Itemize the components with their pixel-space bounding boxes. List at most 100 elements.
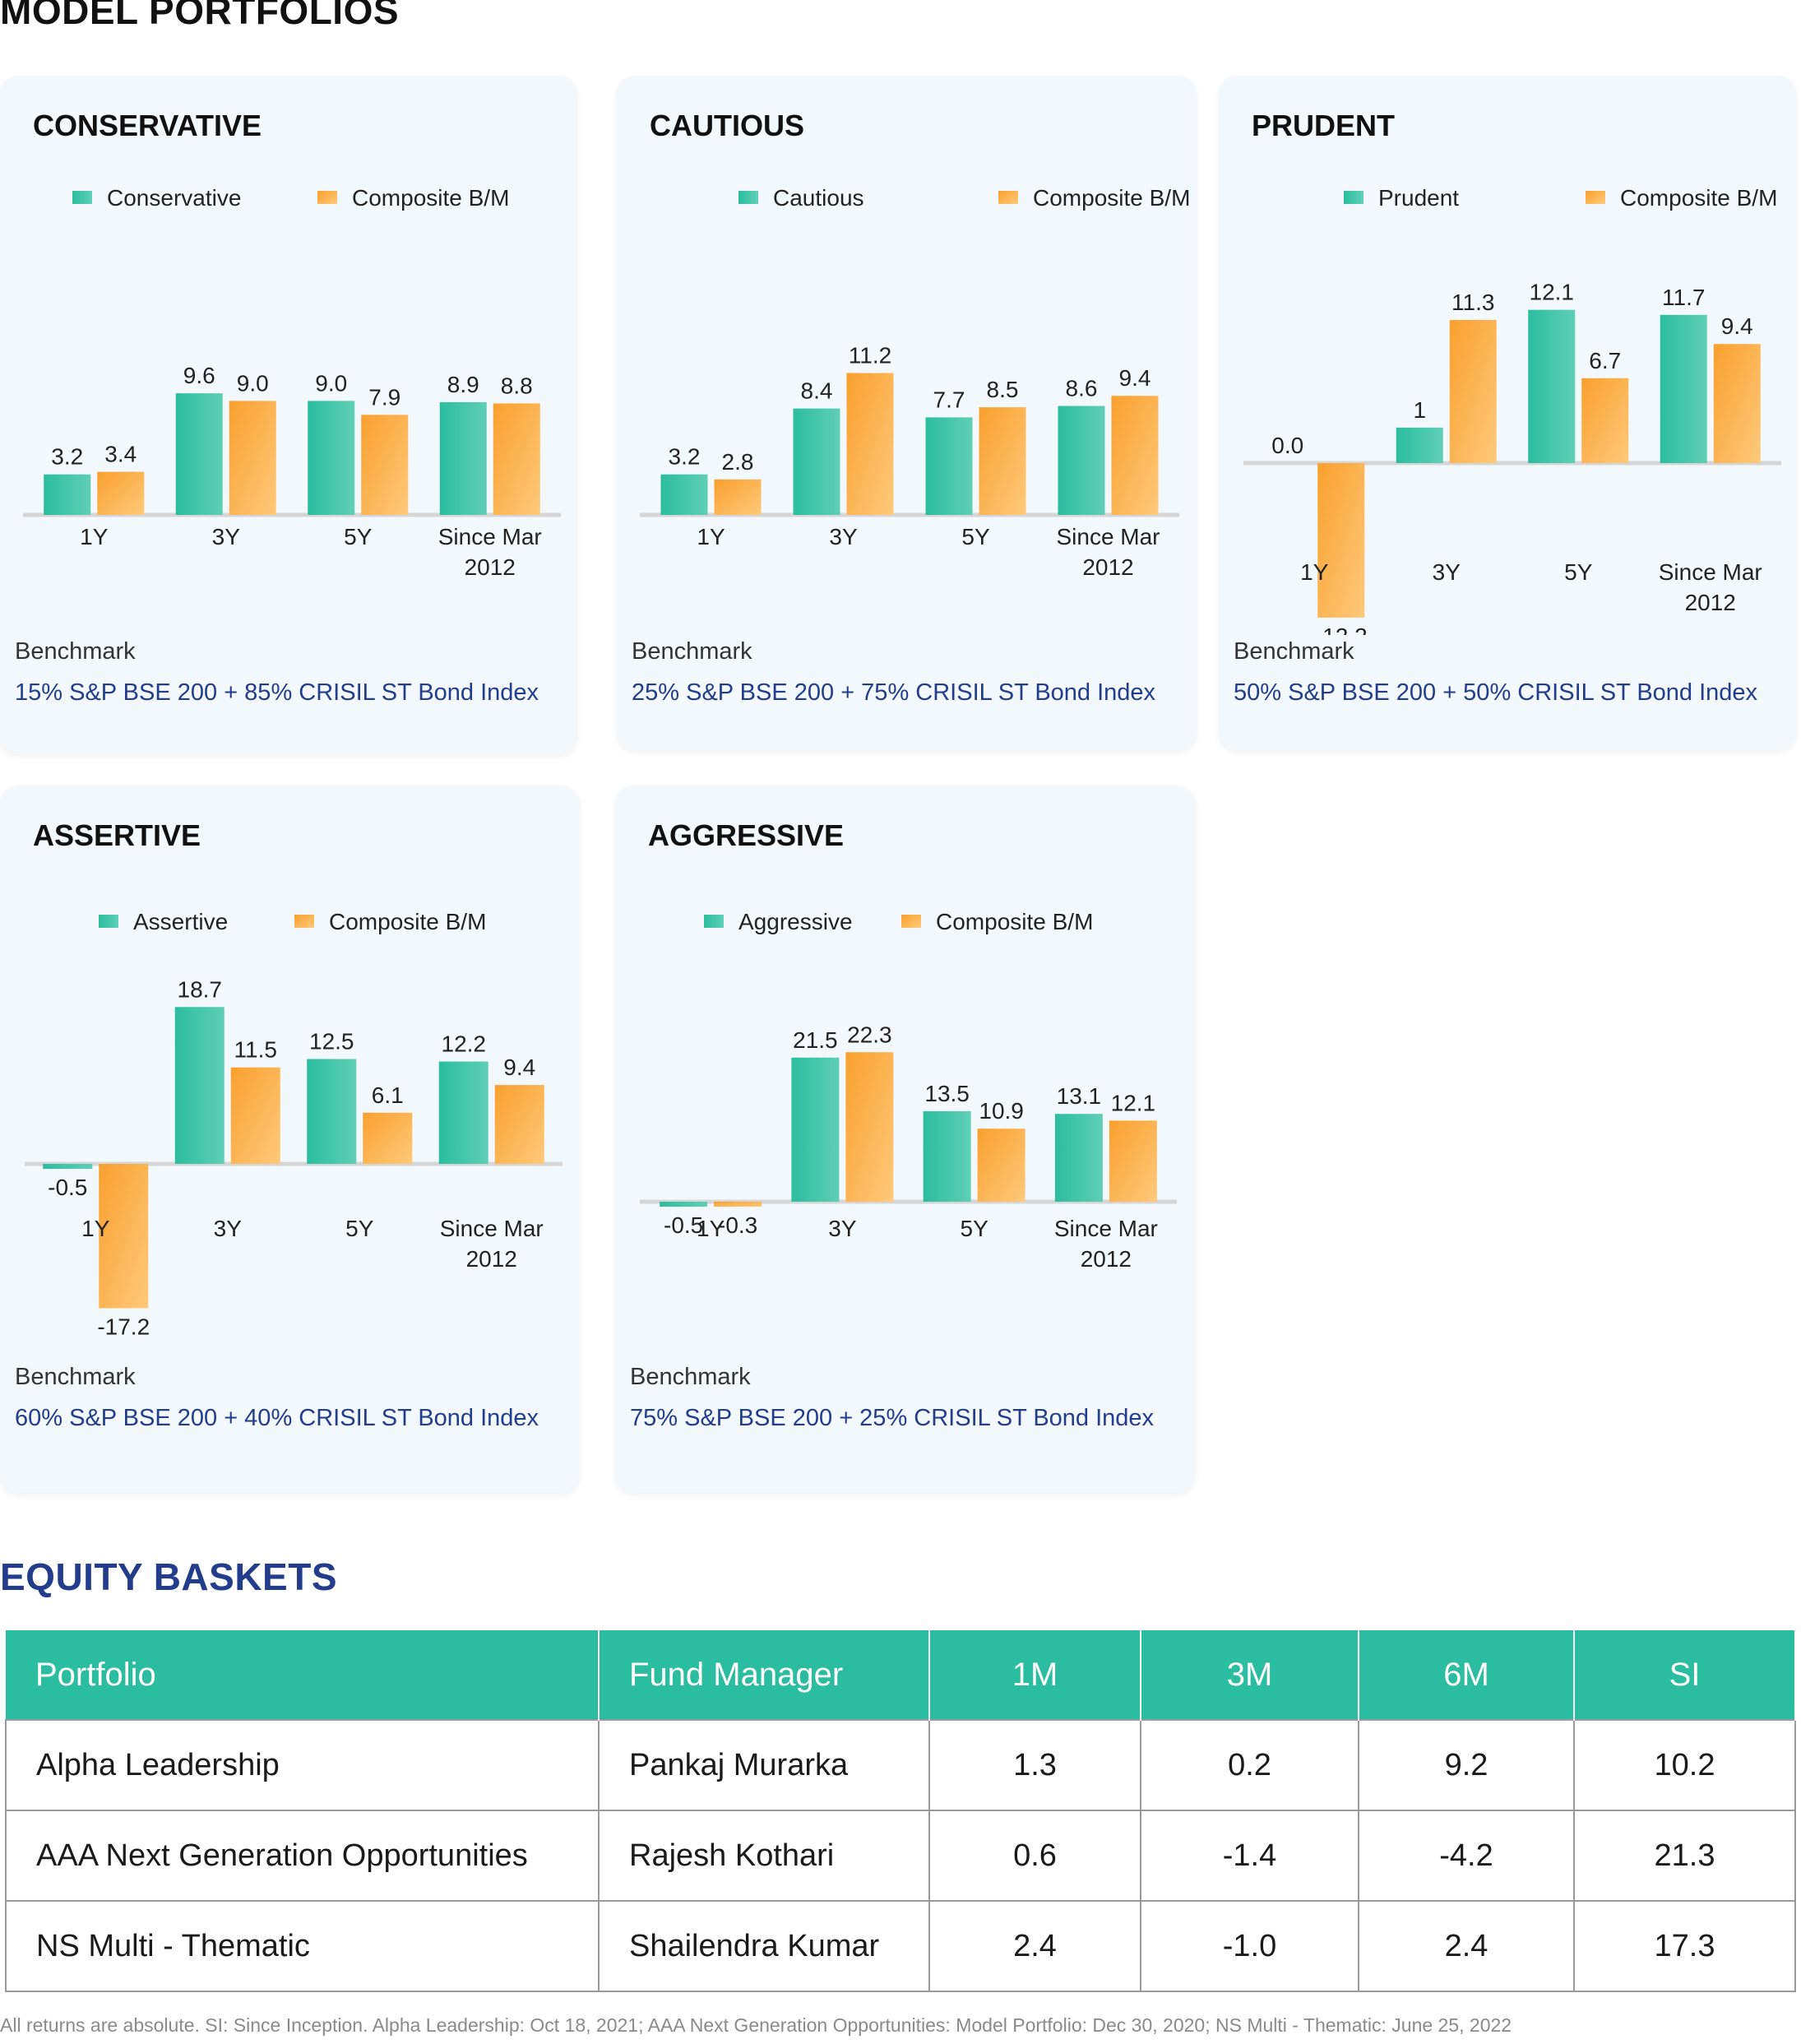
bar-benchmark [714,479,762,515]
fund-manager-cell: Pankaj Murarka [598,1719,930,1811]
table-row: AAA Next Generation Opportunities Rajesh… [5,1810,1796,1902]
data-label: 13.1 [1057,1083,1102,1109]
bar-portfolio [1396,427,1443,463]
bar-portfolio [1660,314,1707,463]
bar-benchmark [1111,396,1159,515]
legend-label: Conservative [107,185,241,211]
benchmark-label: Benchmark [15,638,136,665]
data-label: -17.2 [97,1314,150,1339]
bar-portfolio [1058,406,1105,515]
legend-swatch-benchmark [901,915,921,928]
bar-benchmark [1449,319,1497,463]
fund-manager-cell: Shailendra Kumar [598,1900,930,1992]
benchmark-value: 60% S&P BSE 200 + 40% CRISIL ST Bond Ind… [15,1405,539,1431]
return-si-cell: 21.3 [1573,1810,1796,1902]
data-label: 9.4 [503,1054,535,1080]
table-row: Alpha Leadership Pankaj Murarka 1.3 0.2 … [5,1719,1796,1811]
data-label: 13.5 [924,1081,970,1106]
category-label: 3Y [828,1216,857,1241]
benchmark-label: Benchmark [632,638,752,665]
legend-swatch-benchmark [317,191,337,204]
bar-benchmark [363,1112,413,1164]
data-label: 11.2 [849,343,891,368]
bar-benchmark [846,373,894,515]
card-title: CONSERVATIVE [33,109,262,142]
data-label: 0.0 [1271,433,1303,458]
category-label: 3Y [214,1216,243,1241]
portfolio-cell: NS Multi - Thematic [5,1900,600,1992]
footnote: All returns are absolute. SI: Since Ince… [0,2014,1512,2036]
table-row: NS Multi - Thematic Shailendra Kumar 2.4… [5,1900,1796,1992]
bar-benchmark [494,1085,544,1164]
category-label: 1Y [697,524,725,549]
legend-swatch-benchmark [1586,191,1605,204]
assertive-bar-chart: Assertive Composite B/M -0.5 -17.2 1Y 18.7 11.… [25,909,563,1339]
return-1m-cell: 2.4 [928,1900,1141,1992]
category-label: 1Y [1300,559,1329,585]
data-label: 9.0 [315,370,347,396]
cautious-bar-chart: Cautious Composite B/M 3.2 2.8 1Y 8.4 11.2 3Y 7.… [640,185,1190,580]
bar-portfolio [175,393,223,515]
data-label: 11.3 [1451,290,1494,315]
cautious-portfolio-card: CAUTIOUS Cautious Composite B/M 3.2 2.8 1Y 8.… [617,76,1197,750]
return-6m-cell: -4.2 [1358,1810,1575,1902]
column-header-portfolio: Portfolio [6,1630,600,1720]
category-label: 3Y [829,524,858,549]
data-label: 3.2 [669,444,701,470]
card-title: AGGRESSIVE [648,818,845,852]
data-label: 8.9 [447,372,479,397]
legend-label: Composite B/M [352,185,509,211]
data-label: 6.7 [1589,348,1621,373]
model-portfolios-heading: MODEL PORTFOLIOS [0,0,400,32]
data-label: 8.4 [801,378,833,404]
conservative-portfolio-card: CONSERVATIVE Conservative Composite B/M 3.… [0,76,577,754]
benchmark-value: 75% S&P BSE 200 + 25% CRISIL ST Bond Ind… [630,1405,1155,1431]
bar-portfolio [925,417,973,515]
data-label: 12.1 [1111,1090,1156,1115]
bar-benchmark [1317,463,1365,618]
equity-baskets-table: Portfolio Fund Manager 1M 3M 6M SI Alpha… [5,1630,1796,1992]
legend-swatch-benchmark [294,915,314,928]
return-si-cell: 17.3 [1573,1900,1796,1992]
category-label: 3Y [212,524,241,549]
legend-swatch-portfolio [1344,191,1363,204]
data-label: 8.8 [501,373,533,398]
legend-swatch-portfolio [72,191,92,204]
bar-benchmark [493,403,540,515]
data-label: 9.4 [1721,313,1753,339]
return-3m-cell: 0.2 [1140,1719,1359,1811]
table-header-row: Portfolio Fund Manager 1M 3M 6M SI [6,1630,1796,1720]
portfolio-cell: AAA Next Generation Opportunities [5,1810,600,1902]
legend-label: Prudent [1378,185,1459,211]
bar-benchmark [979,407,1026,515]
bar-portfolio [307,1059,357,1164]
column-header-3m: 3M [1141,1630,1359,1720]
data-label: -12.2 [1315,623,1368,635]
data-label: 12.1 [1530,280,1575,305]
column-header-1m: 1M [929,1630,1141,1720]
category-label: Since Mar 2012 [1056,524,1160,580]
category-label: 5Y [344,524,373,549]
data-label: 9.4 [1119,365,1151,391]
bar-portfolio [438,1061,488,1164]
return-si-cell: 10.2 [1573,1719,1796,1811]
legend-label: Composite B/M [1033,185,1190,211]
legend-swatch-portfolio [704,915,724,928]
benchmark-value: 50% S&P BSE 200 + 50% CRISIL ST Bond Ind… [1234,679,1758,706]
data-label: -0.5 [48,1175,87,1200]
legend-label: Assertive [133,909,228,934]
bar-portfolio [793,408,840,515]
legend-label: Composite B/M [1620,185,1777,211]
bar-portfolio [1528,309,1576,463]
data-label: 8.6 [1066,376,1098,401]
data-label: 10.9 [979,1098,1024,1124]
benchmark-label: Benchmark [1234,638,1354,665]
data-label: 2.8 [722,449,754,475]
benchmark-value: 25% S&P BSE 200 + 75% CRISIL ST Bond Ind… [632,679,1156,706]
return-3m-cell: -1.4 [1140,1810,1359,1902]
bar-portfolio [923,1110,971,1202]
aggressive-portfolio-card: AGGRESSIVE Aggressive Composite B/M -0.5 -0… [615,786,1195,1493]
category-label: Since Mar 2012 [1054,1216,1158,1272]
return-1m-cell: 0.6 [928,1810,1141,1902]
legend-swatch-benchmark [998,191,1018,204]
